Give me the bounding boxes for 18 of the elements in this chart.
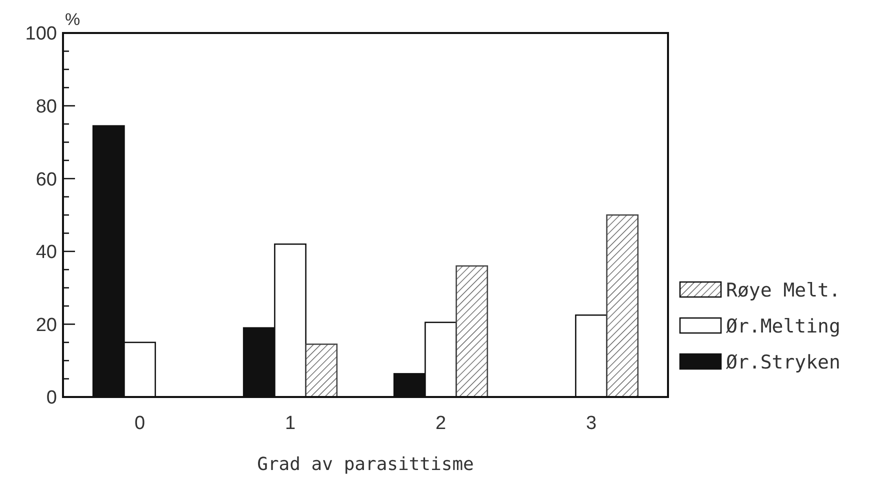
bar (305, 344, 338, 398)
x-tick-label: 0 (134, 413, 146, 434)
y-tick-label: 20 (36, 314, 57, 336)
legend-label: Ør.Melting (726, 316, 840, 338)
y-tick-label: 40 (36, 242, 57, 264)
legend-label: Røye Melt. (726, 280, 840, 302)
legend-label: Ør.Stryken (726, 352, 840, 374)
y-tick-label: 80 (36, 96, 57, 118)
y-axis-title: % (65, 10, 80, 29)
bar (456, 265, 488, 398)
x-tick-label: 2 (435, 413, 446, 434)
x-tick-label: 1 (284, 413, 296, 434)
y-tick-label: 0 (46, 388, 57, 409)
y-tick-label: 60 (36, 169, 57, 190)
y-tick-label: 100 (25, 24, 57, 45)
x-tick-label: 3 (586, 413, 597, 434)
x-axis-title: Grad av parasittisme (257, 454, 474, 475)
bar (606, 214, 639, 398)
